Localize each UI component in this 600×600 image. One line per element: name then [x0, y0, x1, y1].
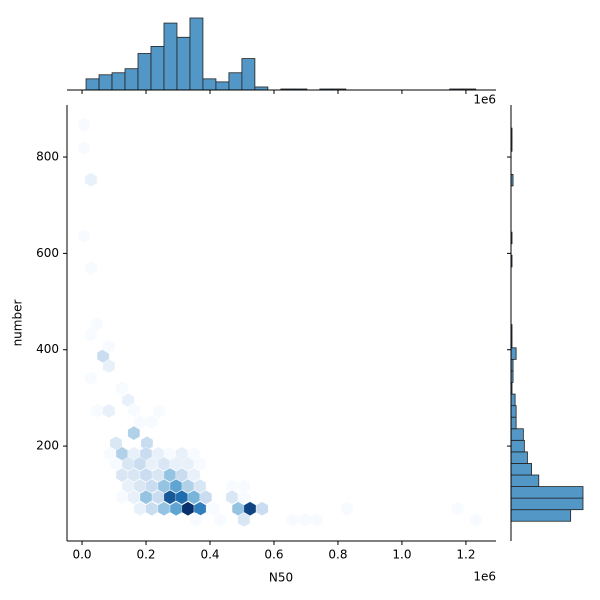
x-hist-bar — [85, 78, 100, 91]
y-hist-bar — [510, 347, 517, 360]
hexbin — [90, 403, 104, 419]
hexbin — [169, 501, 183, 516]
offset-label: 1e6 — [473, 570, 496, 584]
y-tick-label: 200 — [36, 439, 59, 453]
hexbin — [213, 512, 227, 527]
hexbin — [102, 403, 116, 419]
x-tick-label: 1.0 — [392, 548, 411, 562]
x-hist-bar — [228, 72, 243, 91]
hexbin — [181, 501, 195, 516]
hexbin — [163, 490, 177, 505]
x-tick-label: 0.4 — [200, 548, 219, 562]
y-axis-label: number — [11, 300, 25, 347]
x-tick-label: 0.2 — [136, 548, 155, 562]
y-hist-bar — [510, 393, 516, 407]
hexbin — [243, 501, 257, 516]
hexbin — [298, 512, 312, 527]
x-hist-bar — [98, 74, 113, 91]
x-hist-bar — [124, 68, 139, 91]
hexbin — [84, 327, 98, 342]
y-tick-label: 600 — [36, 246, 59, 260]
x-tick-label: 1.2 — [456, 548, 475, 562]
hexbin — [237, 512, 251, 527]
x-axis-label: N50 — [269, 571, 293, 585]
hexbin — [133, 478, 147, 494]
hexbin — [207, 501, 221, 516]
hexbin — [187, 467, 201, 483]
y-hist-bar — [510, 439, 525, 453]
hexbin — [286, 512, 300, 527]
y-hist-bar — [510, 486, 584, 499]
hexbin — [84, 371, 98, 386]
hexbin — [102, 339, 116, 354]
y-hist-bar — [510, 463, 532, 476]
y-hist-bar — [510, 497, 584, 511]
x-tick-label: 0.6 — [264, 548, 283, 562]
y-hist-bar — [510, 509, 572, 522]
hexbin — [115, 467, 129, 483]
x-hist-bar — [215, 81, 230, 91]
x-hist-bar — [137, 53, 152, 91]
hexbin — [157, 501, 171, 516]
y-tick-label: 400 — [36, 342, 59, 356]
x-hist-bar — [202, 78, 217, 91]
hexbin — [133, 414, 147, 430]
hexbin — [310, 512, 324, 527]
hexbin — [84, 172, 98, 187]
hexbin — [469, 512, 483, 527]
hexbin — [145, 414, 158, 430]
x-hist-bar — [176, 36, 191, 91]
hexbin — [193, 456, 207, 472]
x-hist-bar — [163, 22, 178, 91]
y-hist-bar — [510, 474, 540, 487]
hexbin — [127, 425, 141, 441]
hexbin — [77, 140, 91, 156]
hexbin — [133, 501, 147, 516]
hexbin — [163, 467, 177, 483]
hexbin — [187, 490, 201, 505]
hexbin — [102, 358, 116, 374]
hexbin — [237, 490, 251, 505]
hexbin — [189, 512, 203, 527]
hexbin — [115, 490, 129, 505]
hexbin — [84, 261, 98, 276]
hexbin — [181, 478, 195, 494]
y-hist-bar — [510, 428, 524, 441]
hexbin — [255, 501, 269, 516]
y-hist-bar — [510, 416, 517, 430]
hexbin — [225, 490, 239, 505]
hexbin — [199, 490, 213, 505]
hexbin — [152, 403, 166, 419]
hexbin — [340, 501, 354, 516]
hexbin — [193, 478, 207, 494]
hexbin — [451, 501, 465, 516]
hexbin — [77, 117, 91, 132]
hexbin — [127, 402, 141, 418]
y-hist-bar — [510, 451, 528, 464]
offset-label: 1e6 — [473, 93, 496, 107]
x-hist-bar — [241, 58, 256, 91]
x-hist-bar — [150, 45, 165, 91]
x-tick-label: 0.0 — [72, 548, 91, 562]
hexbin — [115, 381, 129, 396]
hexbin — [145, 501, 158, 516]
y-tick-label: 800 — [36, 150, 59, 164]
x-hist-bar — [111, 72, 126, 91]
x-tick-label: 0.8 — [328, 548, 347, 562]
x-hist-bar — [189, 17, 204, 91]
hexbin — [77, 228, 91, 243]
y-hist-bar — [510, 405, 517, 418]
